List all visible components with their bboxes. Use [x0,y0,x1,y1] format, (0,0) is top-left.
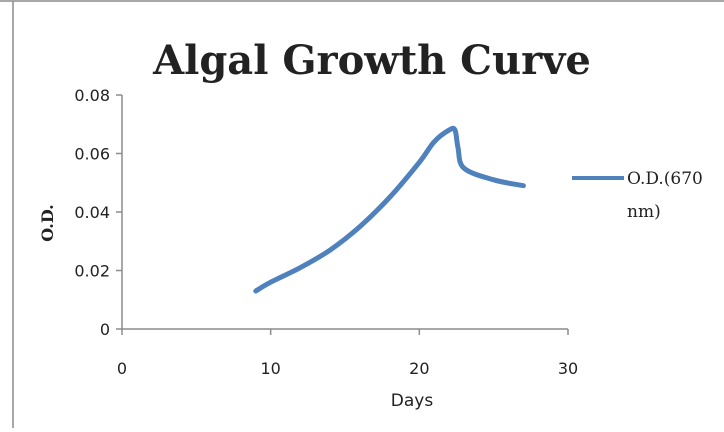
y-tick-label: 0.04 [74,203,110,222]
x-tick-label: 0 [117,359,127,378]
legend: O.D.(670 nm) [572,169,703,222]
y-tick-label: 0.08 [74,86,110,105]
y-axis-label: O.D. [38,204,57,241]
y-tick-label: 0.06 [74,145,110,164]
axes [121,95,568,330]
y-tick-label: 0.02 [74,262,110,281]
legend-label-line1: O.D.(670 [627,169,703,189]
x-ticks: 0 10 20 30 [117,329,578,378]
x-tick-label: 30 [558,359,578,378]
y-tick-label: 0 [100,320,110,339]
series-line-od-670 [253,125,526,294]
legend-label-line2: nm) [627,202,661,222]
y-ticks: 0 0.02 0.04 0.06 0.08 [74,86,122,339]
chart-title: Algal Growth Curve [152,37,591,84]
x-tick-label: 10 [260,359,280,378]
x-tick-label: 20 [409,359,429,378]
x-axis-label: Days [391,391,434,411]
